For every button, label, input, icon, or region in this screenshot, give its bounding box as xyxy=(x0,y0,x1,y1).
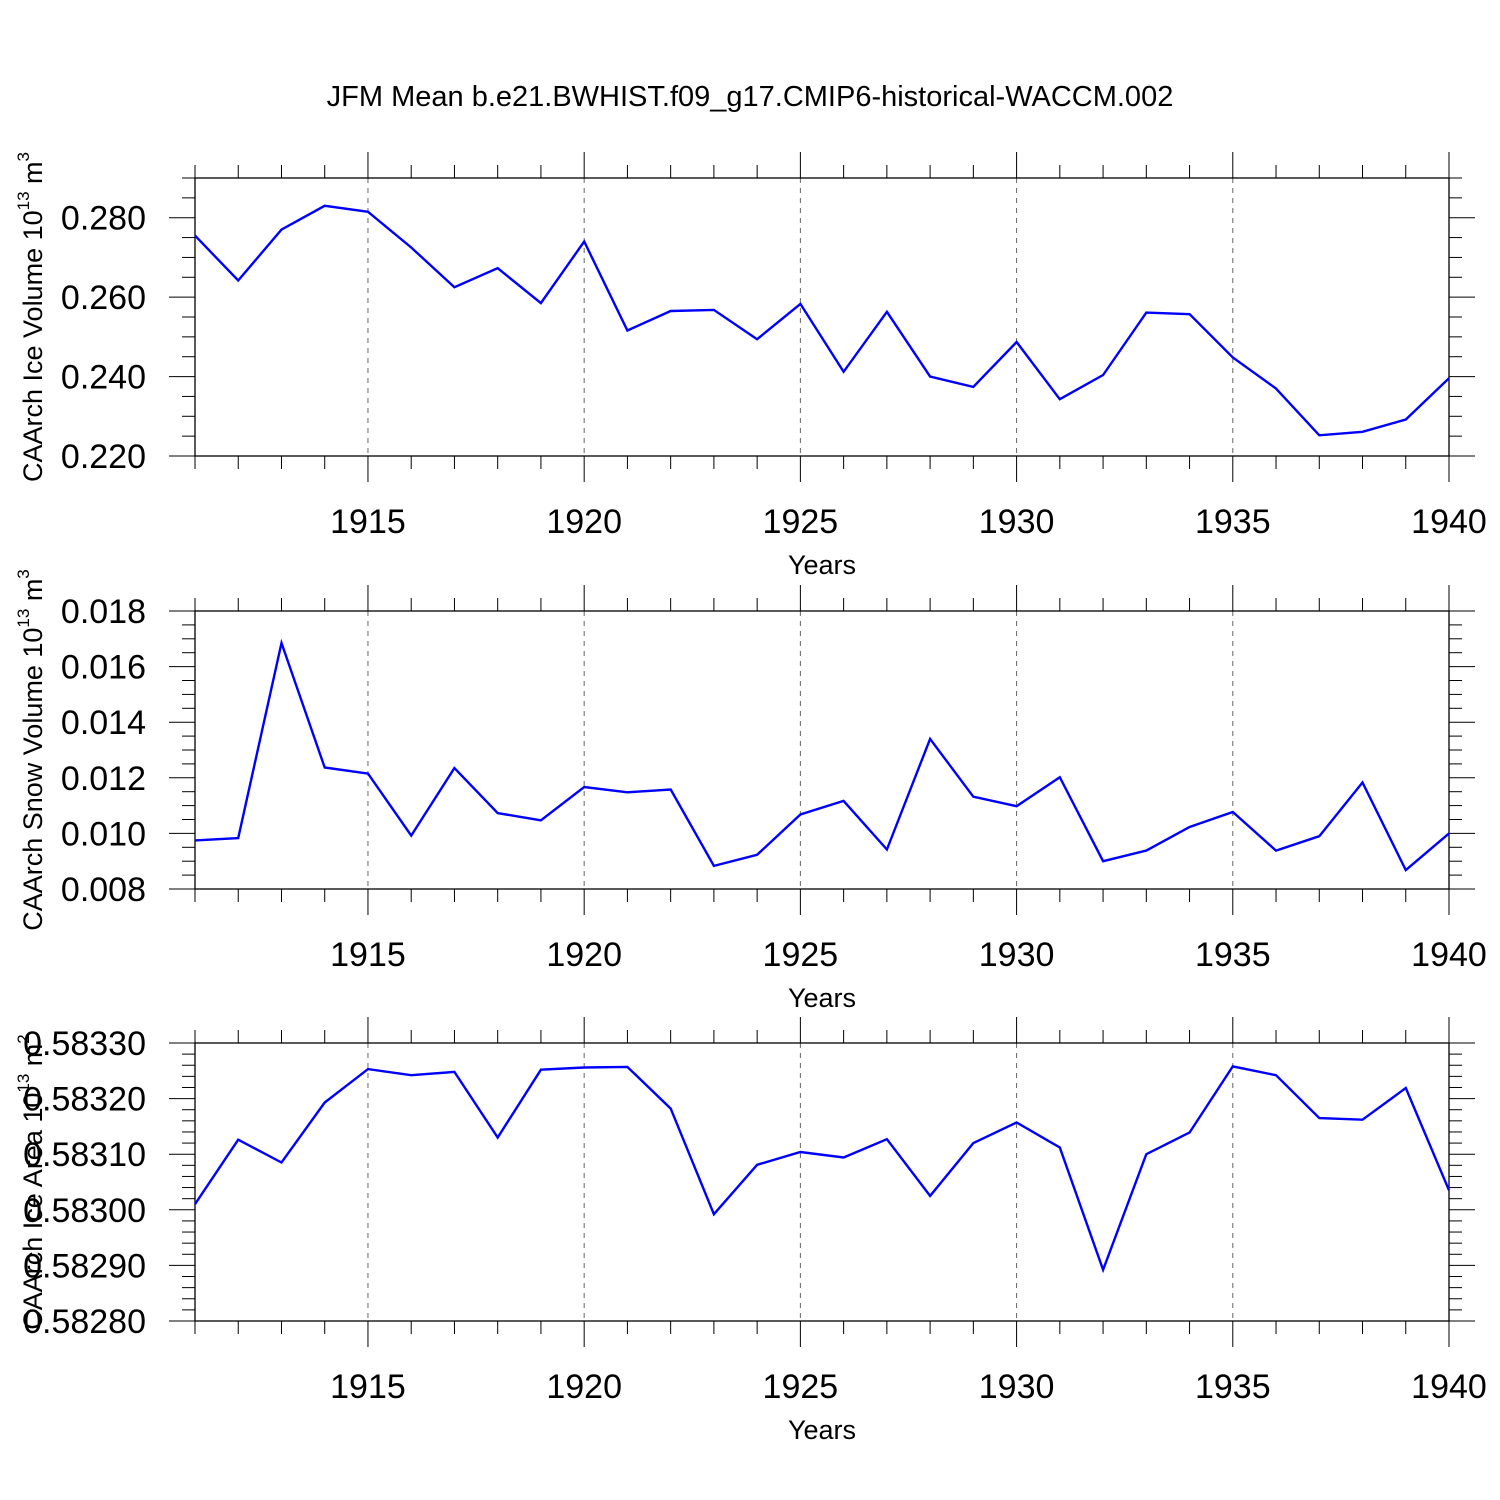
ice-area-plot-frame xyxy=(194,1042,1450,1322)
snow-volume-x-axis-title: Years xyxy=(788,983,856,1013)
ice-volume-xtick-label-1920: 1920 xyxy=(546,503,622,541)
snow-volume-ytick-label-0.016: 0.016 xyxy=(61,649,146,687)
snow-volume-xtick-label-1915: 1915 xyxy=(330,936,406,974)
ice-volume-series-line xyxy=(194,204,1450,437)
chart-title: JFM Mean b.e21.BWHIST.f09_g17.CMIP6-hist… xyxy=(327,81,1174,113)
ice-area-ytick-label-0.58290: 0.58290 xyxy=(23,1247,146,1285)
ice-volume-ytick-label-0.220: 0.220 xyxy=(61,438,146,476)
snow-volume-xtick-label-1920: 1920 xyxy=(546,936,622,974)
ice-volume-ytick-label-0.240: 0.240 xyxy=(61,359,146,397)
snow-volume-ytick-label-0.010: 0.010 xyxy=(61,815,146,853)
snow-volume-xtick-label-1925: 1925 xyxy=(763,936,839,974)
panels: 1915 1920 1925 1930 1935 1940 0.220 0.240 0.260 0… xyxy=(14,152,1487,1445)
ice-area-xtick-label-1915: 1915 xyxy=(330,1368,406,1406)
ice-area-xtick-label-1925: 1925 xyxy=(763,1368,839,1406)
snow-volume-y-axis-title: CAArch Snow Volume 1013 m3 xyxy=(14,569,48,931)
snow-volume-xtick-label-1935: 1935 xyxy=(1195,936,1271,974)
snow-volume-ytick-label-0.014: 0.014 xyxy=(61,704,146,742)
snow-volume-xtick-label-1930: 1930 xyxy=(979,936,1055,974)
ice-volume-ytick-label-0.280: 0.280 xyxy=(61,200,146,238)
panel-snow-volume: 1915 1920 1925 1930 1935 1940 0.008 0.010 0.012 0… xyxy=(14,569,1487,1013)
ice-volume-ytick-label-0.260: 0.260 xyxy=(61,279,146,317)
ice-volume-xtick-label-1925: 1925 xyxy=(763,503,839,541)
ice-volume-plot-frame xyxy=(194,177,1450,457)
ice-area-xtick-label-1920: 1920 xyxy=(546,1368,622,1406)
ice-area-xtick-label-1935: 1935 xyxy=(1195,1368,1271,1406)
snow-volume-series-line xyxy=(194,638,1450,873)
ice-area-xtick-label-1930: 1930 xyxy=(979,1368,1055,1406)
ice-volume-x-axis-title: Years xyxy=(788,550,856,580)
ice-area-ytick-label-0.58280: 0.58280 xyxy=(23,1303,146,1341)
ice-area-ytick-label-0.58330: 0.58330 xyxy=(23,1025,146,1063)
ice-volume-xtick-label-1915: 1915 xyxy=(330,503,406,541)
ice-area-y-axis-title: CAArch Ice Area 1013 m2 xyxy=(14,1034,48,1330)
ice-volume-xtick-label-1935: 1935 xyxy=(1195,503,1271,541)
ice-area-series-line xyxy=(194,1065,1451,1274)
ice-area-x-axis-title: Years xyxy=(788,1415,856,1445)
snow-volume-ytick-label-0.012: 0.012 xyxy=(61,760,146,798)
ice-volume-y-axis-title: CAArch Ice Volume 1013 m3 xyxy=(14,152,48,482)
snow-volume-ytick-label-0.008: 0.008 xyxy=(61,871,146,909)
ice-area-ytick-label-0.58310: 0.58310 xyxy=(23,1136,146,1174)
ice-volume-xtick-label-1940: 1940 xyxy=(1411,503,1487,541)
snow-volume-xtick-label-1940: 1940 xyxy=(1411,936,1487,974)
ice-area-ytick-label-0.58320: 0.58320 xyxy=(23,1081,146,1119)
snow-volume-ytick-label-0.018: 0.018 xyxy=(61,593,146,631)
snow-volume-plot-frame xyxy=(194,610,1450,890)
panel-ice-area: 1915 1920 1925 1930 1935 1940 0.58280 0.58290 0.… xyxy=(14,1017,1487,1445)
ice-area-xtick-label-1940: 1940 xyxy=(1411,1368,1487,1406)
panel-ice-volume: 1915 1920 1925 1930 1935 1940 0.220 0.240 0.260 0… xyxy=(14,152,1487,580)
ice-area-ytick-label-0.58300: 0.58300 xyxy=(23,1192,146,1230)
ice-volume-xtick-label-1930: 1930 xyxy=(979,503,1055,541)
